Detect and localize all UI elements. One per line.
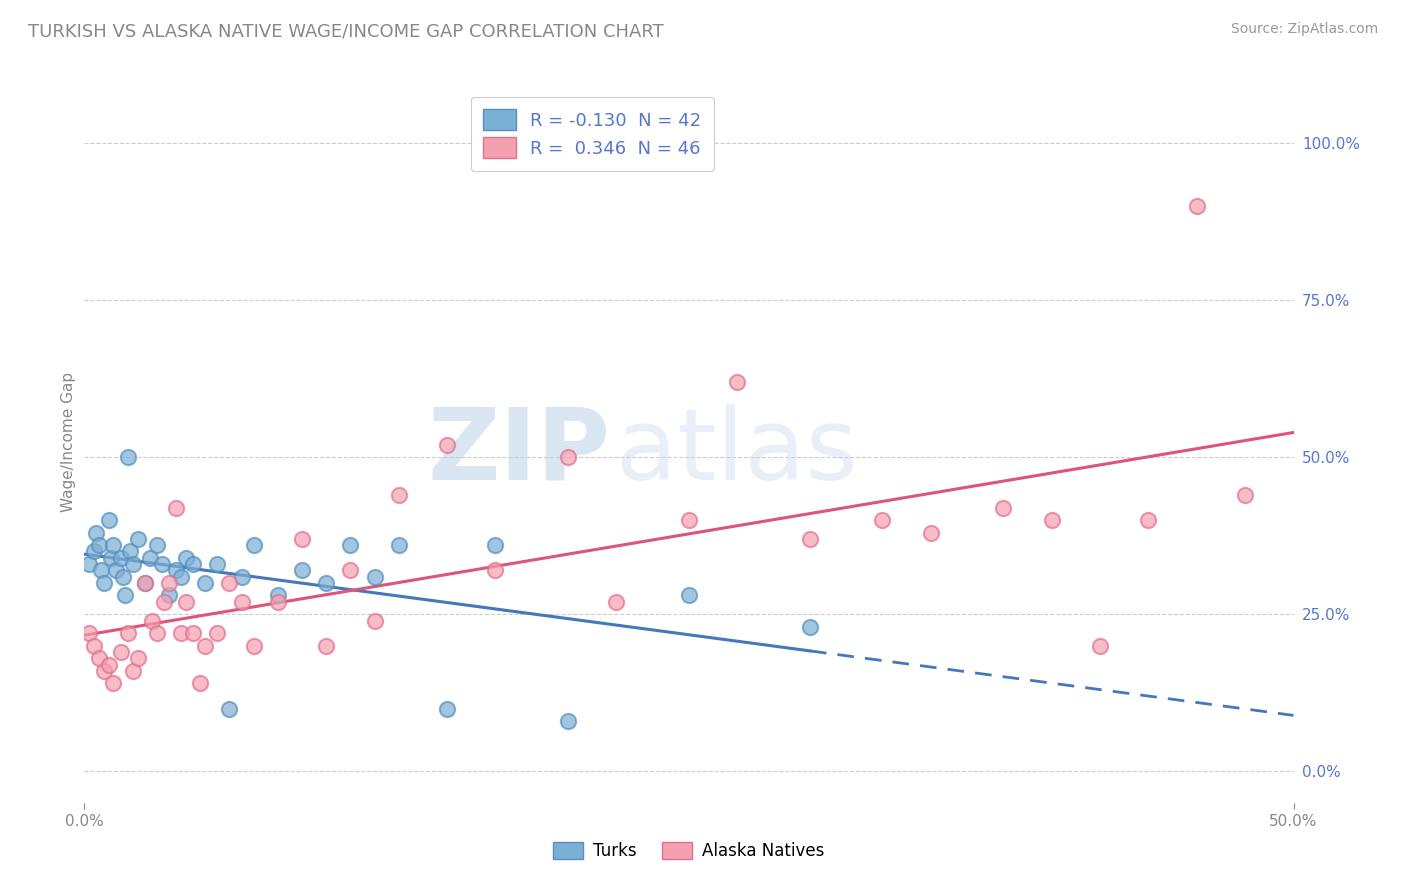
Point (436, 438, 458, 452)
Point (557, 450, 579, 465)
Point (291, 563, 314, 577)
Point (103, 676, 125, 690)
Point (121, 557, 143, 571)
Point (194, 639, 217, 653)
Point (799, 620, 821, 634)
Point (242, 639, 264, 653)
Point (97, 513, 120, 527)
Point (114, 589, 136, 603)
Point (872, 513, 894, 527)
Point (110, 550, 132, 565)
Point (194, 575, 217, 590)
Point (207, 557, 229, 571)
Point (83, 544, 105, 558)
Point (77, 557, 100, 571)
Point (484, 538, 506, 552)
Point (484, 563, 506, 577)
Point (181, 626, 204, 640)
Point (165, 563, 187, 577)
Point (157, 575, 180, 590)
Point (138, 550, 160, 565)
Point (87, 538, 110, 552)
Point (557, 714, 579, 728)
Point (267, 595, 290, 609)
Point (127, 651, 149, 665)
Point (134, 575, 156, 590)
Point (153, 595, 176, 609)
Point (315, 575, 337, 590)
Point (77, 626, 100, 640)
Point (339, 563, 361, 577)
Point (127, 532, 149, 546)
Point (218, 701, 240, 715)
Point (267, 589, 290, 603)
Point (799, 532, 821, 546)
Text: atlas: atlas (616, 404, 858, 501)
Point (207, 626, 229, 640)
Point (190, 676, 212, 690)
Point (725, 375, 748, 389)
Text: TURKISH VS ALASKA NATIVE WAGE/INCOME GAP CORRELATION CHART: TURKISH VS ALASKA NATIVE WAGE/INCOME GAP… (28, 22, 664, 40)
Point (87, 651, 110, 665)
Point (93, 664, 115, 678)
Text: Source: ZipAtlas.com: Source: ZipAtlas.com (1230, 22, 1378, 37)
Point (920, 525, 942, 540)
Point (97, 657, 120, 672)
Point (1088, 639, 1111, 653)
Point (436, 701, 458, 715)
Point (141, 614, 163, 628)
Point (1185, 199, 1208, 213)
Point (363, 569, 385, 583)
Point (339, 538, 361, 552)
Point (104, 563, 127, 577)
Point (291, 532, 314, 546)
Point (150, 557, 173, 571)
Point (218, 575, 240, 590)
Point (86, 525, 108, 540)
Point (112, 569, 135, 583)
Point (100, 550, 122, 565)
Point (1234, 488, 1257, 502)
Point (120, 544, 142, 558)
Point (1137, 513, 1160, 527)
Point (90, 563, 112, 577)
Point (605, 595, 627, 609)
Point (231, 569, 253, 583)
Point (103, 538, 125, 552)
Y-axis label: Wage/Income Gap: Wage/Income Gap (60, 371, 76, 512)
Point (388, 538, 411, 552)
Point (363, 614, 385, 628)
Point (993, 500, 1015, 515)
Point (181, 557, 204, 571)
Point (174, 550, 197, 565)
Point (1040, 513, 1063, 527)
Point (110, 645, 132, 659)
Point (134, 575, 156, 590)
Legend: Turks, Alaska Natives: Turks, Alaska Natives (547, 835, 831, 867)
Point (165, 500, 187, 515)
Point (121, 664, 143, 678)
Point (174, 595, 197, 609)
Text: ZIP: ZIP (427, 404, 610, 501)
Point (231, 595, 253, 609)
Point (157, 589, 180, 603)
Point (315, 639, 337, 653)
Point (678, 513, 700, 527)
Point (170, 569, 193, 583)
Point (83, 639, 105, 653)
Point (170, 626, 193, 640)
Point (388, 488, 411, 502)
Point (678, 589, 700, 603)
Point (93, 575, 115, 590)
Point (146, 626, 169, 640)
Point (117, 450, 139, 465)
Point (117, 626, 139, 640)
Point (242, 538, 264, 552)
Point (146, 538, 169, 552)
